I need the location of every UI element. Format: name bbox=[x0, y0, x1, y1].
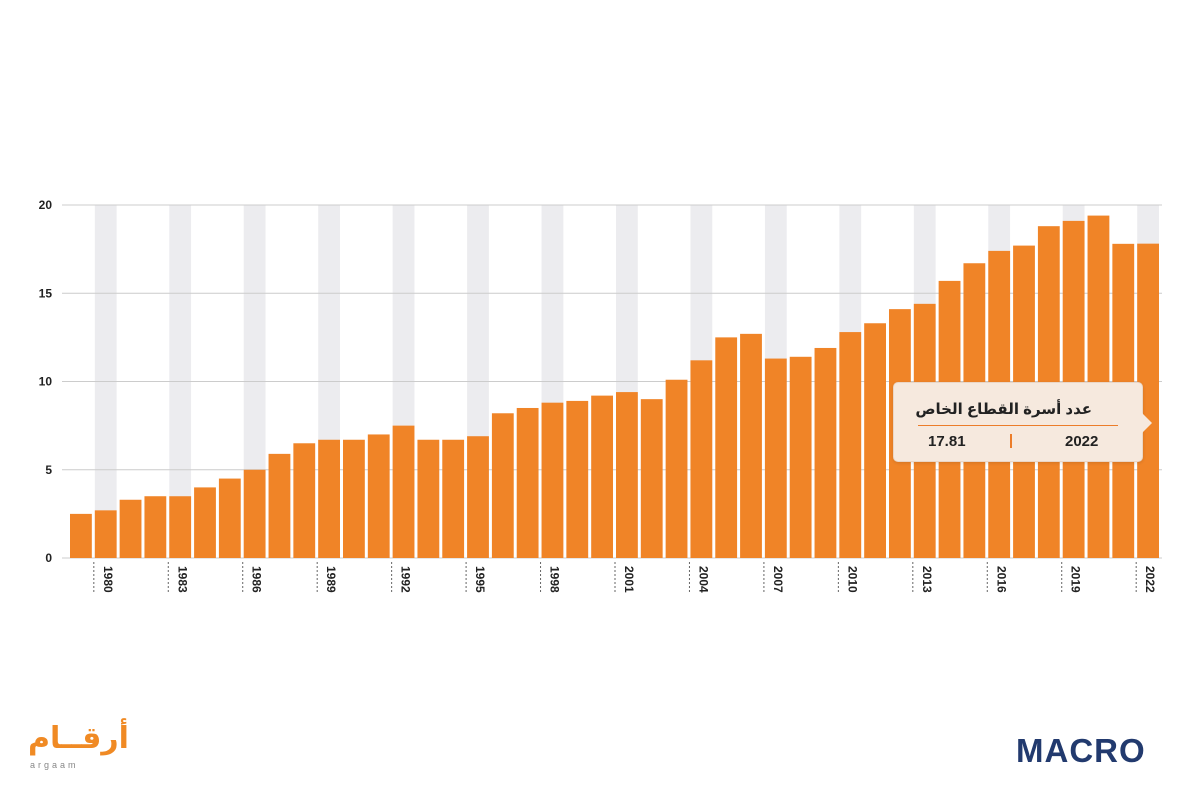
bar bbox=[268, 453, 291, 558]
bar bbox=[814, 347, 837, 558]
x-tick-label: 2013 bbox=[920, 566, 934, 593]
bar bbox=[516, 407, 539, 558]
x-tick-label: 1986 bbox=[250, 566, 264, 593]
x-tick-label: 2001 bbox=[622, 566, 636, 593]
tooltip-value: 17.81 bbox=[928, 433, 966, 450]
x-tick-label: 2007 bbox=[771, 566, 785, 593]
bar bbox=[764, 358, 787, 558]
bar bbox=[740, 333, 762, 558]
bar bbox=[616, 392, 638, 558]
bar bbox=[417, 439, 440, 558]
argaam-logo-arabic: أرقــام bbox=[28, 721, 129, 756]
x-tick-label: 2010 bbox=[845, 566, 859, 593]
argaam-logo-latin: argaam bbox=[30, 760, 79, 770]
x-tick-label: 2022 bbox=[1143, 566, 1157, 593]
x-tick-label: 1980 bbox=[101, 566, 115, 593]
bar bbox=[293, 443, 316, 558]
bar bbox=[218, 478, 241, 558]
bar bbox=[541, 402, 564, 558]
bar bbox=[70, 513, 92, 558]
x-tick-label: 2016 bbox=[994, 566, 1008, 593]
tooltip: عدد أسرة القطاع الخاص 17.81 2022 bbox=[893, 382, 1152, 462]
bar bbox=[144, 496, 167, 558]
y-axis-ticks: 0 5 10 15 20 bbox=[39, 198, 53, 565]
bar bbox=[119, 499, 142, 558]
bar bbox=[839, 332, 862, 558]
bar bbox=[318, 439, 340, 558]
bar bbox=[690, 360, 713, 558]
bar bbox=[640, 399, 663, 558]
tooltip-year: 2022 bbox=[1065, 433, 1099, 450]
macro-logo: MACRO bbox=[1016, 732, 1146, 769]
x-tick-label: 1992 bbox=[399, 566, 413, 593]
bar bbox=[864, 323, 886, 558]
bar bbox=[343, 439, 365, 558]
bar bbox=[566, 400, 589, 558]
argaam-logo: أرقــام argaam bbox=[24, 721, 144, 772]
bar bbox=[169, 496, 192, 558]
x-tick-label: 2019 bbox=[1069, 566, 1083, 593]
bar bbox=[665, 379, 688, 558]
bar bbox=[591, 395, 613, 558]
bar bbox=[94, 510, 117, 558]
x-tick-label: 1995 bbox=[473, 566, 487, 593]
x-tick-label: 1983 bbox=[175, 566, 189, 593]
x-tick-label: 1998 bbox=[548, 566, 562, 593]
bar bbox=[442, 439, 465, 558]
y-tick-label: 15 bbox=[39, 286, 53, 300]
x-axis-ticks: 1980 1983 1986 1989 1992 1995 1998 2001 2004 2007… bbox=[93, 562, 1157, 594]
y-tick-label: 10 bbox=[39, 375, 53, 389]
y-tick-label: 20 bbox=[39, 198, 53, 212]
bar bbox=[367, 434, 390, 558]
tooltip-title: عدد أسرة القطاع الخاص bbox=[915, 401, 1092, 418]
bar bbox=[1137, 243, 1159, 558]
bar bbox=[392, 425, 415, 558]
y-tick-label: 5 bbox=[45, 463, 52, 477]
x-tick-label: 1989 bbox=[324, 566, 338, 593]
bar bbox=[467, 436, 489, 558]
y-tick-label: 0 bbox=[45, 551, 52, 565]
bar bbox=[491, 413, 514, 558]
bar bbox=[194, 487, 216, 558]
x-tick-label: 2004 bbox=[696, 566, 710, 593]
tooltip-separator bbox=[1010, 434, 1012, 448]
tooltip-divider bbox=[918, 425, 1118, 426]
bar bbox=[715, 337, 738, 558]
bar bbox=[789, 356, 812, 558]
bar bbox=[243, 469, 266, 558]
bars bbox=[70, 215, 1159, 558]
